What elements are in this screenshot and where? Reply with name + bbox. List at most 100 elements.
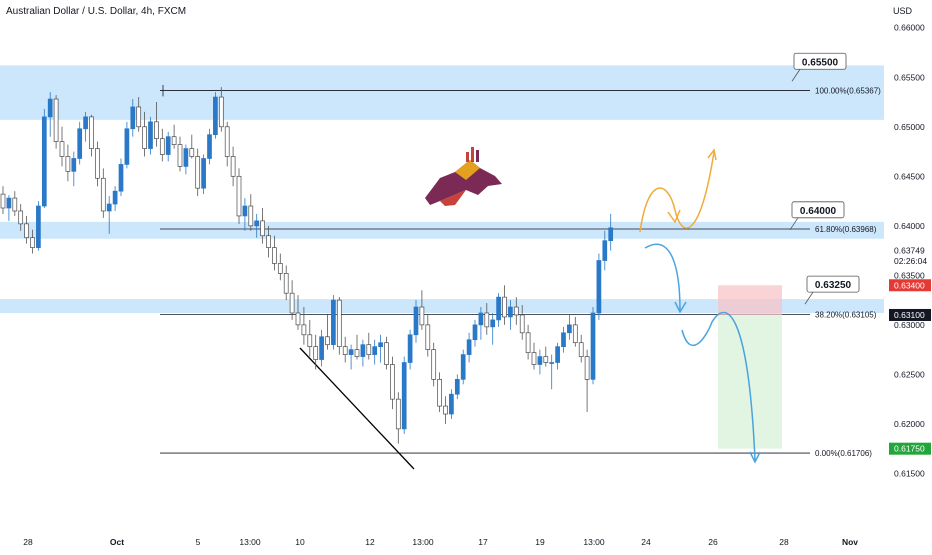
candle-body (242, 205, 248, 217)
y-tick-label: 0.61500 (894, 468, 925, 478)
price-axis-label: 02:26:04 (894, 256, 927, 266)
candle-body (384, 342, 389, 365)
candle-body (177, 144, 183, 167)
candle-body (171, 136, 177, 145)
chart-title: Australian Dollar / U.S. Dollar, 4h, FXC… (6, 6, 187, 17)
x-tick-label: 5 (196, 537, 201, 547)
y-tick-label: 0.62500 (894, 369, 925, 379)
candle-body (584, 356, 590, 380)
candle-body (590, 312, 596, 380)
candle-body (354, 349, 360, 357)
price-label-bg (889, 279, 931, 292)
candle-body (289, 292, 295, 314)
candle-body (124, 128, 130, 165)
candle-body (12, 197, 18, 212)
candle-body (525, 332, 531, 353)
candle-body (596, 260, 602, 314)
candle-body (295, 312, 301, 326)
x-tick-label: 13:00 (583, 537, 605, 547)
x-tick-label: 10 (295, 537, 305, 547)
candle-body (218, 96, 224, 128)
candle-body (454, 379, 460, 395)
fib-level-label: 61.80%(0.63968) (815, 225, 877, 234)
price-callout-label: 0.64000 (800, 206, 837, 217)
stop-loss-zone (718, 285, 782, 315)
y-tick-label: 0.65500 (894, 72, 925, 82)
candle-body (325, 336, 330, 346)
candle-body (567, 324, 572, 334)
candle-body (47, 98, 53, 118)
candle-body (195, 156, 201, 189)
candle-body (301, 324, 307, 336)
price-callout-label: 0.63250 (815, 280, 852, 291)
candle-body (443, 405, 448, 415)
candle-body (360, 344, 366, 357)
bullish-arrowhead (707, 148, 717, 161)
candle-body (236, 175, 242, 217)
x-tick-label: Nov (842, 537, 858, 547)
candle-body (401, 362, 407, 430)
candle-body (18, 210, 24, 225)
x-tick-label: Oct (110, 537, 124, 547)
candle-body (65, 156, 71, 172)
supply-demand-zone (0, 221, 884, 239)
candle-body (419, 306, 425, 326)
x-tick-label: 19 (535, 537, 545, 547)
price-label-bg (889, 308, 931, 321)
candle-body (608, 227, 614, 242)
candle-body (230, 156, 236, 177)
price-callout-box (791, 201, 845, 219)
fib-level-label: 0.00%(0.61706) (815, 449, 872, 458)
x-tick-label: 12 (365, 537, 375, 547)
fib-level-label: 38.20%(0.63105) (815, 310, 877, 319)
price-axis-label: 0.63400 (894, 280, 925, 290)
candle-body (478, 312, 484, 326)
candle-body (496, 296, 501, 321)
candle-body (331, 299, 336, 346)
candle-body (272, 247, 277, 264)
candle-body (561, 332, 566, 348)
bearish-arrowhead (749, 451, 761, 464)
candle-body (154, 121, 159, 140)
candle-body (449, 393, 454, 415)
candle-body (578, 342, 584, 357)
x-tick-label: 28 (779, 537, 789, 547)
candle-body (165, 136, 171, 155)
candle-body (224, 126, 230, 157)
candle-body (378, 342, 383, 348)
candle-body (466, 339, 472, 355)
candle-body (142, 126, 147, 149)
candle-body (502, 296, 507, 318)
y-tick-label: 0.64500 (894, 171, 925, 181)
candle-body (413, 306, 419, 336)
candle-body (6, 197, 12, 209)
candle-body (207, 134, 212, 159)
y-tick-label: 0.66000 (894, 23, 925, 33)
price-label-bg (889, 442, 931, 455)
candle-body (112, 190, 118, 205)
candle-body (254, 220, 260, 227)
candle-body (602, 240, 608, 261)
candle-body (484, 312, 490, 328)
candle-body (95, 148, 100, 179)
candle-body (472, 324, 478, 341)
candle-body (41, 116, 47, 207)
bullish-projection-arrow (639, 151, 715, 233)
candle-body (319, 336, 324, 360)
candle-body (83, 116, 88, 130)
x-tick-label: 24 (641, 537, 651, 547)
candle-body (348, 349, 354, 355)
candle-body (313, 346, 319, 360)
price-axis-label: 0.63100 (894, 310, 925, 320)
candle-body (266, 235, 271, 248)
candle-body (425, 324, 431, 350)
candle-body (277, 263, 283, 274)
candle-body (537, 356, 543, 365)
candle-body (71, 158, 77, 172)
candle-body (148, 121, 153, 149)
candle-body (342, 346, 348, 355)
bearish-arrowhead (674, 301, 687, 314)
y-tick-label: 0.64000 (894, 221, 925, 231)
